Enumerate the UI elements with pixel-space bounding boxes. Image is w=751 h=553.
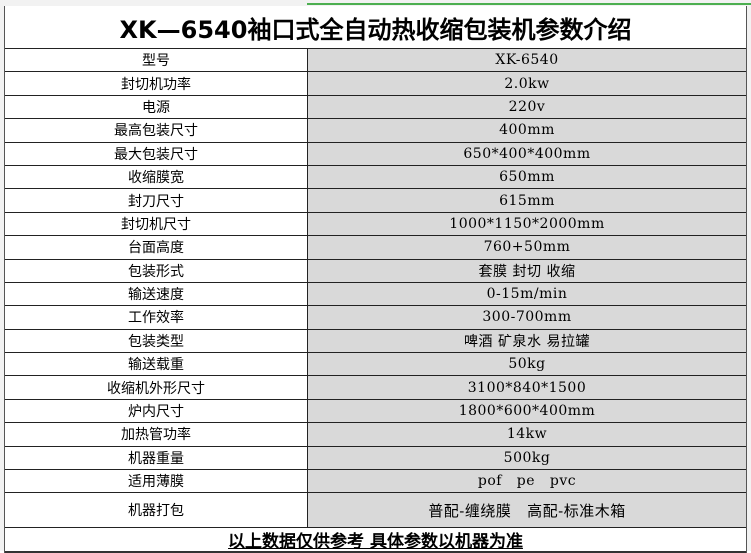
param-label[interactable]: 型号 [5, 49, 308, 72]
param-label[interactable]: 加热管功率 [5, 423, 308, 446]
param-value[interactable]: pof pe pvc [308, 470, 746, 493]
param-value[interactable]: 220v [308, 95, 746, 119]
param-value[interactable]: 2.0kw [308, 72, 746, 95]
param-label[interactable]: 电源 [5, 95, 308, 119]
table-row: 工作效率 300-700mm [5, 306, 746, 330]
param-label[interactable]: 包装形式 [5, 259, 308, 282]
table-row: 炉内尺寸 1800*600*400mm [5, 399, 746, 424]
param-label[interactable]: 封切机功率 [5, 72, 308, 95]
param-label[interactable]: 机器重量 [5, 446, 308, 470]
table-row: 封切机尺寸 1000*1150*2000mm [5, 212, 746, 237]
table-row: 输送载重 50kg [5, 353, 746, 377]
param-label[interactable]: 机器打包 [5, 493, 308, 528]
param-label[interactable]: 炉内尺寸 [5, 399, 308, 423]
table-row: 包装类型 啤酒 矿泉水 易拉罐 [5, 329, 746, 354]
param-value[interactable]: 500kg [308, 446, 746, 470]
param-value[interactable]: 650*400*400mm [308, 142, 746, 165]
table-row: 最大包装尺寸 650*400*400mm [5, 142, 746, 166]
param-label[interactable]: 输送载重 [5, 353, 308, 376]
table-row: 机器重量 500kg [5, 446, 746, 471]
table-row: 适用薄膜 pof pe pvc [5, 470, 746, 494]
param-value[interactable]: 400mm [308, 119, 746, 142]
param-label[interactable]: 封刀尺寸 [5, 189, 308, 212]
param-value[interactable]: 套膜 封切 收缩 [308, 259, 746, 282]
table-row: 台面高度 760+50mm [5, 236, 746, 260]
table-row: 封刀尺寸 615mm [5, 189, 746, 213]
table-row: 型号 XK-6540 [5, 49, 746, 73]
param-value[interactable]: 760+50mm [308, 236, 746, 259]
param-label[interactable]: 工作效率 [5, 306, 308, 329]
param-label[interactable]: 收缩膜宽 [5, 165, 308, 189]
param-value[interactable]: 1000*1150*2000mm [308, 212, 746, 236]
param-value[interactable]: XK-6540 [308, 49, 746, 72]
param-label[interactable]: 输送速度 [5, 282, 308, 306]
param-label[interactable]: 适用薄膜 [5, 470, 308, 493]
table-row: 收缩机外形尺寸 3100*840*1500 [5, 376, 746, 400]
table-row: 收缩膜宽 650mm [5, 165, 746, 190]
param-value[interactable]: 650mm [308, 165, 746, 189]
param-value[interactable]: 300-700mm [308, 306, 746, 329]
footer-note: 以上数据仅供参考 具体参数以机器为准 [5, 528, 746, 553]
table-row: 加热管功率 14kw [5, 423, 746, 447]
table-row: 封切机功率 2.0kw [5, 72, 746, 96]
spec-table: XK—6540袖口式全自动热收缩包装机参数介绍 型号 XK-6540 封切机功率 2.… [4, 6, 747, 553]
param-label[interactable]: 最大包装尺寸 [5, 142, 308, 165]
param-label[interactable]: 包装类型 [5, 329, 308, 353]
table-title: XK—6540袖口式全自动热收缩包装机参数介绍 [5, 6, 746, 49]
param-value[interactable]: 3100*840*1500 [308, 376, 746, 399]
param-value[interactable]: 50kg [308, 353, 746, 376]
param-value[interactable]: 14kw [308, 423, 746, 446]
param-value[interactable]: 普配-缠绕膜 高配-标准木箱 [308, 493, 746, 528]
param-value[interactable]: 0-15m/min [308, 282, 746, 306]
table-row: 包装形式 套膜 封切 收缩 [5, 259, 746, 283]
param-value[interactable]: 1800*600*400mm [308, 399, 746, 423]
table-row: 最高包装尺寸 400mm [5, 119, 746, 143]
selection-indicator [307, 3, 751, 5]
param-label[interactable]: 台面高度 [5, 236, 308, 259]
table-row: 机器打包 普配-缠绕膜 高配-标准木箱 [5, 493, 746, 529]
param-value[interactable]: 啤酒 矿泉水 易拉罐 [308, 329, 746, 353]
table-row: 电源 220v [5, 95, 746, 120]
param-value[interactable]: 615mm [308, 189, 746, 212]
param-label[interactable]: 封切机尺寸 [5, 212, 308, 236]
table-row: 输送速度 0-15m/min [5, 282, 746, 307]
param-label[interactable]: 收缩机外形尺寸 [5, 376, 308, 399]
param-label[interactable]: 最高包装尺寸 [5, 119, 308, 142]
